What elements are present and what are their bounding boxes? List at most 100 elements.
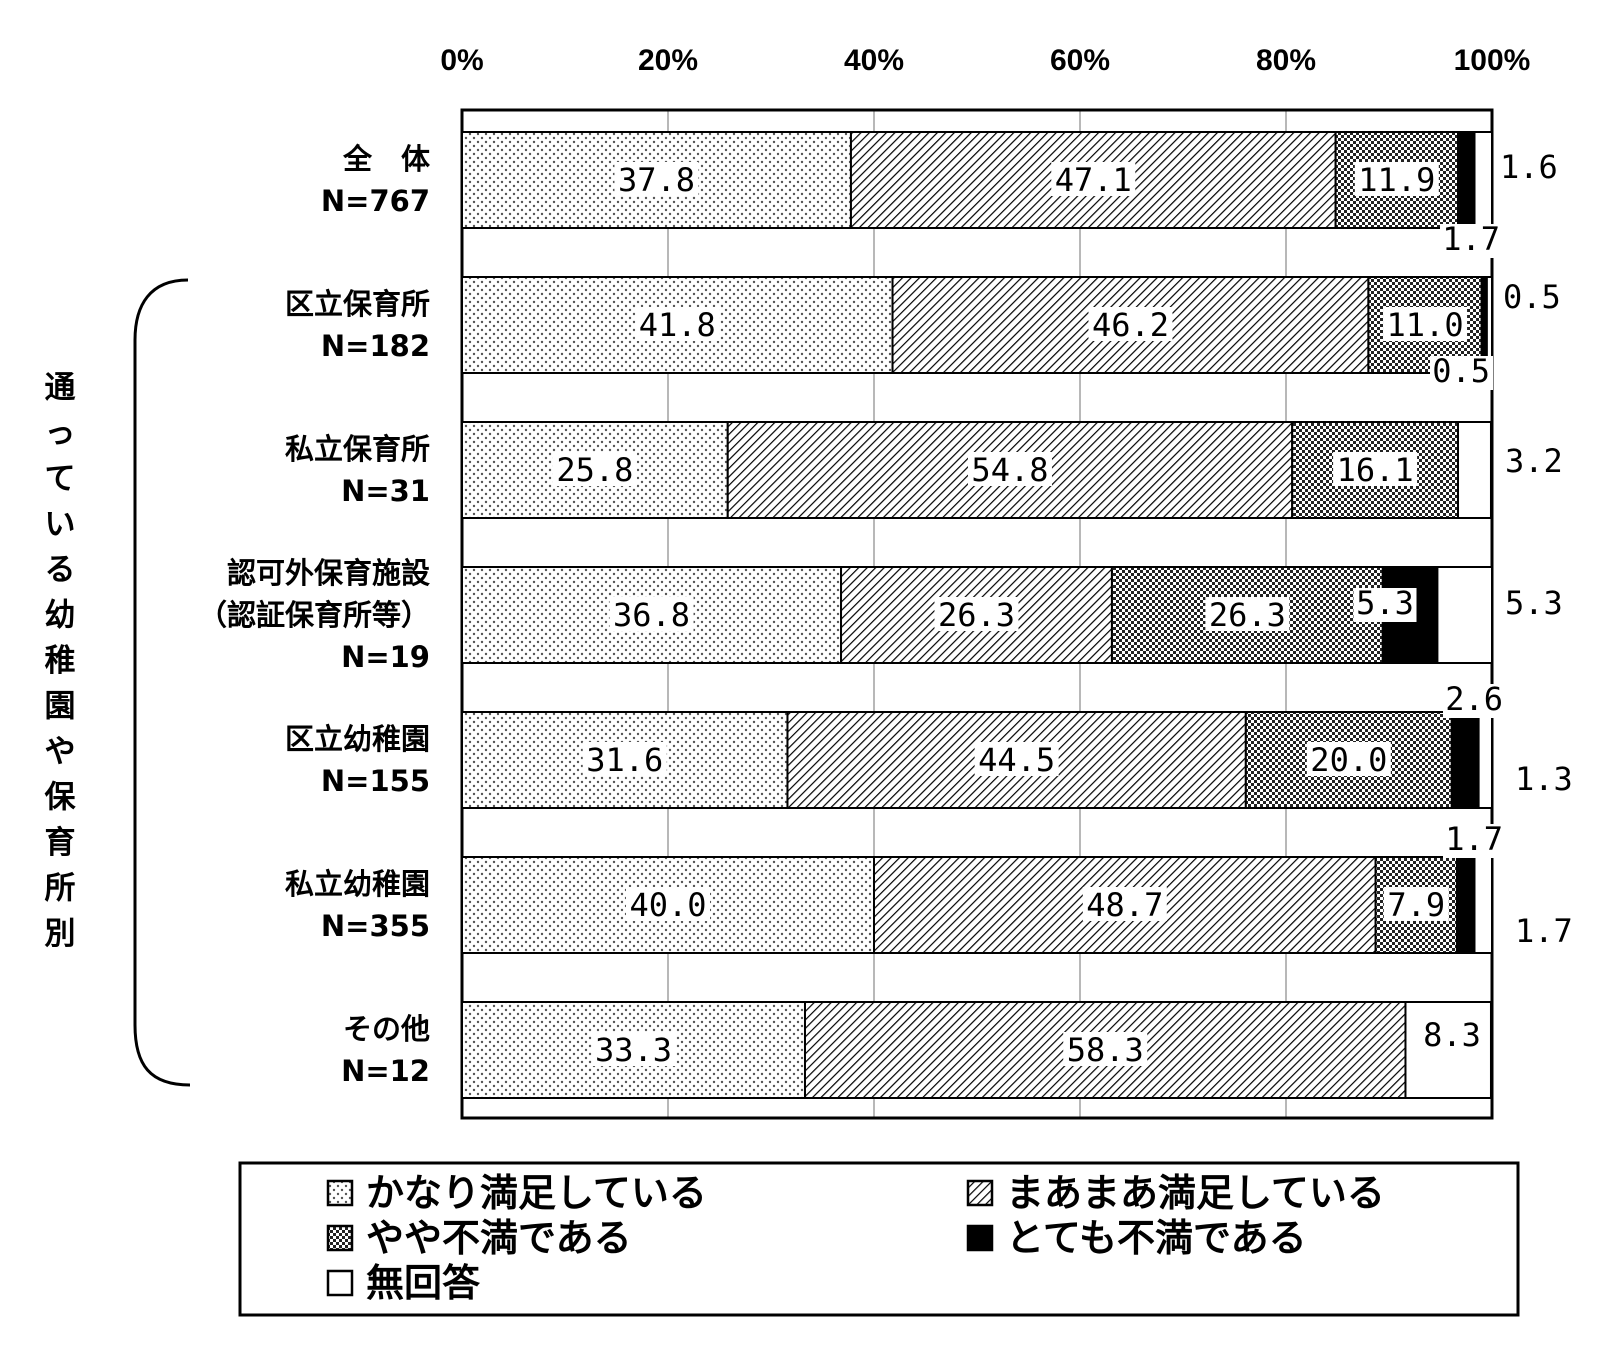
data-label-bg	[582, 742, 667, 776]
category-name: 認可外保育施設	[227, 556, 431, 590]
data-label: 31.6	[586, 741, 663, 779]
data-label-bg	[1353, 588, 1417, 622]
category-name: 全 体	[342, 142, 431, 176]
x-tick-label: 20%	[638, 44, 698, 77]
category-name: 区立保育所	[285, 287, 430, 321]
bar-segment	[1457, 131, 1476, 229]
data-label: 25.8	[556, 451, 633, 489]
data-label: 54.8	[971, 451, 1048, 489]
data-label: 20.0	[1310, 741, 1387, 779]
data-label: 36.8	[613, 596, 690, 634]
data-label: 44.5	[978, 741, 1055, 779]
category-n: N=355	[321, 909, 430, 943]
data-label-bg	[552, 452, 637, 486]
legend-label: まあまあ満足している	[1006, 1171, 1385, 1215]
bar-segment	[1473, 856, 1493, 954]
data-label: 3.2	[1505, 442, 1563, 480]
category-n: N=155	[321, 764, 430, 798]
data-label-bg	[1051, 162, 1136, 196]
data-label-bg	[1443, 684, 1506, 718]
legend-swatch	[966, 1224, 994, 1252]
legend-label: やや不満である	[366, 1216, 632, 1260]
data-label-bg	[1440, 224, 1503, 258]
data-label-bg	[1354, 162, 1439, 196]
outside-labels: 1.61.70.50.53.25.3 5.32.61.31.71.78.3	[1353, 148, 1575, 1054]
data-label: 16.1	[1337, 451, 1414, 489]
x-axis-ticks: 0% 20% 40% 60% 80% 100%	[440, 44, 1530, 77]
data-label: 58.3	[1067, 1031, 1144, 1069]
data-label-bg	[1497, 152, 1560, 186]
data-label-bg	[1383, 887, 1449, 921]
data-label: 11.0	[1387, 306, 1464, 344]
data-label: 7.9	[1387, 886, 1445, 924]
category-n: N=31	[341, 474, 430, 508]
legend-label: 無回答	[366, 1261, 481, 1305]
data-label-bg	[1512, 916, 1575, 950]
data-label-bg	[1082, 887, 1167, 921]
data-label: 48.7	[1086, 886, 1163, 924]
data-label: 5.3	[1356, 584, 1414, 622]
data-label: 1.7	[1515, 912, 1573, 950]
group-brace	[133, 278, 191, 1087]
legend-swatch	[326, 1179, 354, 1207]
bar-segment	[1450, 711, 1480, 809]
legend-label: とても不満である	[1006, 1216, 1307, 1260]
data-label: 37.8	[618, 161, 695, 199]
data-label-bg	[1420, 1020, 1484, 1054]
legend-swatch	[326, 1269, 354, 1297]
data-label-bg	[1333, 452, 1418, 486]
bars: 37.8 47.1 11.9 41.8 46.2 11.0 25.8 54.8 16.1 36.8…	[461, 131, 1494, 1099]
data-label-bg	[1500, 282, 1563, 316]
category-name: （認証保育所等）	[198, 598, 430, 632]
data-label: 33.3	[595, 1031, 672, 1069]
legend-swatch	[966, 1179, 994, 1207]
group-label: 通っている幼稚園や保育所別	[45, 370, 77, 952]
data-label: 0.5	[1432, 352, 1490, 390]
data-label: 26.3	[938, 596, 1015, 634]
category-n: N=12	[341, 1054, 430, 1088]
data-label: 26.3	[1209, 596, 1286, 634]
bar-segment	[1473, 131, 1493, 229]
category-name: その他	[343, 1012, 430, 1046]
data-label: 40.0	[629, 886, 706, 924]
bar-segment	[1455, 856, 1476, 954]
data-label: 0.5	[1503, 278, 1561, 316]
x-tick-label: 0%	[440, 44, 483, 77]
data-label: 5.3	[1505, 584, 1563, 622]
legend-swatch	[326, 1224, 354, 1252]
x-tick-label: 80%	[1256, 44, 1316, 77]
data-label-bg	[1063, 1032, 1148, 1066]
category-name: 区立幼稚園	[285, 722, 430, 756]
data-label-bg	[1306, 742, 1391, 776]
data-label: 8.3	[1423, 1016, 1481, 1054]
data-label: 1.7	[1442, 220, 1500, 258]
category-n: N=182	[321, 329, 430, 363]
data-label-bg	[635, 307, 720, 341]
bar-segment	[1457, 421, 1492, 519]
data-label-bg	[1088, 307, 1173, 341]
data-label-bg	[591, 1032, 676, 1066]
data-label: 1.3	[1515, 760, 1573, 798]
category-name: 私立幼稚園	[285, 867, 430, 901]
data-label-bg	[1430, 356, 1493, 390]
data-label: 1.7	[1445, 820, 1503, 858]
category-name: 私立保育所	[285, 432, 430, 466]
data-label: 41.8	[639, 306, 716, 344]
x-tick-label: 40%	[844, 44, 904, 77]
data-label-bg	[626, 887, 710, 921]
data-label-bg	[614, 162, 699, 196]
bar-segment	[1436, 566, 1494, 664]
legend-box	[238, 1161, 1520, 1317]
data-label-bg	[1443, 824, 1506, 858]
data-label-bg	[974, 742, 1059, 776]
bar-segment	[1477, 711, 1493, 809]
data-label-bg	[1512, 764, 1575, 798]
category-n: N=767	[321, 184, 430, 218]
data-label: 46.2	[1092, 306, 1169, 344]
legend-label: かなり満足している	[366, 1171, 707, 1215]
x-tick-label: 100%	[1454, 44, 1531, 77]
data-label-bg	[1383, 307, 1468, 341]
data-label: 2.6	[1445, 680, 1503, 718]
